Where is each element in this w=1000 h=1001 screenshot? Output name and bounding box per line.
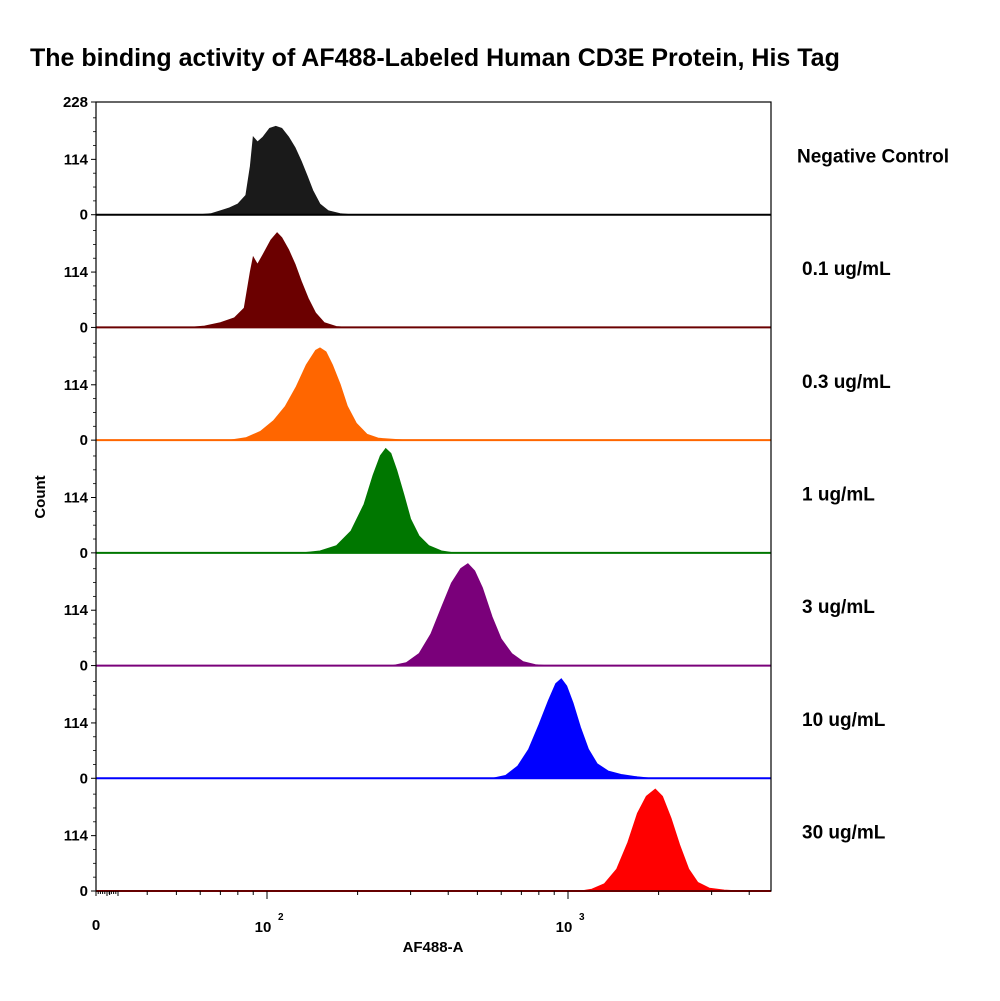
y-tick-label-mid: 114 [64,490,89,507]
y-tick-label-mid: 114 [64,151,89,168]
histogram-negative-control [200,125,351,216]
y-tick-label-mid: 114 [64,715,89,732]
histogram-0-3-ug-ml [229,347,407,441]
legend-label-negative-control: Negative Control [797,146,949,167]
y-tick-label-0: 0 [80,207,88,224]
histogram-30-ug-ml [580,788,743,892]
panel-30-ug-ml [96,788,771,892]
panel-3-ug-ml [96,563,771,667]
x-axis-label: AF488-A [403,939,464,956]
panel-0-3-ug-ml [96,347,771,442]
legend-layer: Negative Control 0.1 ug/mL 0.3 ug/mL 1 ug/m… [797,146,949,843]
y-tick-label-mid: 114 [64,264,89,281]
histogram-3-ug-ml [391,563,547,666]
histogram-0-1-ug-ml [188,232,348,328]
y-tick-label-0: 0 [80,432,88,449]
y-tick-label-mid: 114 [64,828,89,845]
x-tick-label-base: 10 [255,919,272,936]
panels-layer [96,125,771,892]
histogram-1-ug-ml [301,447,455,554]
y-tick-label-0: 0 [80,658,88,675]
panel-1-ug-ml [96,447,771,554]
legend-label-1-ug-ml: 1 ug/mL [802,485,875,506]
y-tick-label-0: 0 [80,545,88,562]
x-tick-label-exp: 2 [278,912,284,923]
y-tick-label-mid: 114 [64,602,89,619]
y-tick-label-0: 0 [80,319,88,336]
legend-label-0-3-ug-ml: 0.3 ug/mL [802,372,891,393]
x-tick-label-exp: 3 [579,912,585,923]
legend-label-0-1-ug-ml: 0.1 ug/mL [802,259,891,280]
y-tick-label-0: 0 [80,770,88,787]
panel-10-ug-ml [96,678,771,780]
x-tick-label-zero: 0 [92,917,100,934]
y-axis-label: Count [32,475,49,518]
y-tick-label-0: 0 [80,883,88,900]
plot-frame [95,101,772,892]
legend-label-30-ug-ml: 30 ug/mL [802,823,886,844]
x-tick-label-base: 10 [556,919,573,936]
panel-0-1-ug-ml [96,232,771,329]
legend-label-3-ug-ml: 3 ug/mL [802,597,875,618]
x-axis-layer: 0 10 2 10 3 [92,891,750,936]
y-ticks-layer: 0 114 0 114 0 114 0 114 0 114 0 114 0 114 228 [63,94,96,900]
panel-negative-control [96,125,771,216]
legend-label-10-ug-ml: 10 ug/mL [802,710,886,731]
chart-title: The binding activity of AF488-Labeled Hu… [30,44,840,72]
y-tick-label-max: 228 [63,94,88,111]
y-tick-label-mid: 114 [64,377,89,394]
histogram-10-ug-ml [492,678,652,779]
